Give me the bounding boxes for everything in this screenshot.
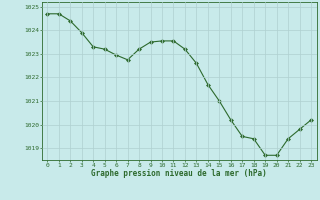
X-axis label: Graphe pression niveau de la mer (hPa): Graphe pression niveau de la mer (hPa) (91, 169, 267, 178)
